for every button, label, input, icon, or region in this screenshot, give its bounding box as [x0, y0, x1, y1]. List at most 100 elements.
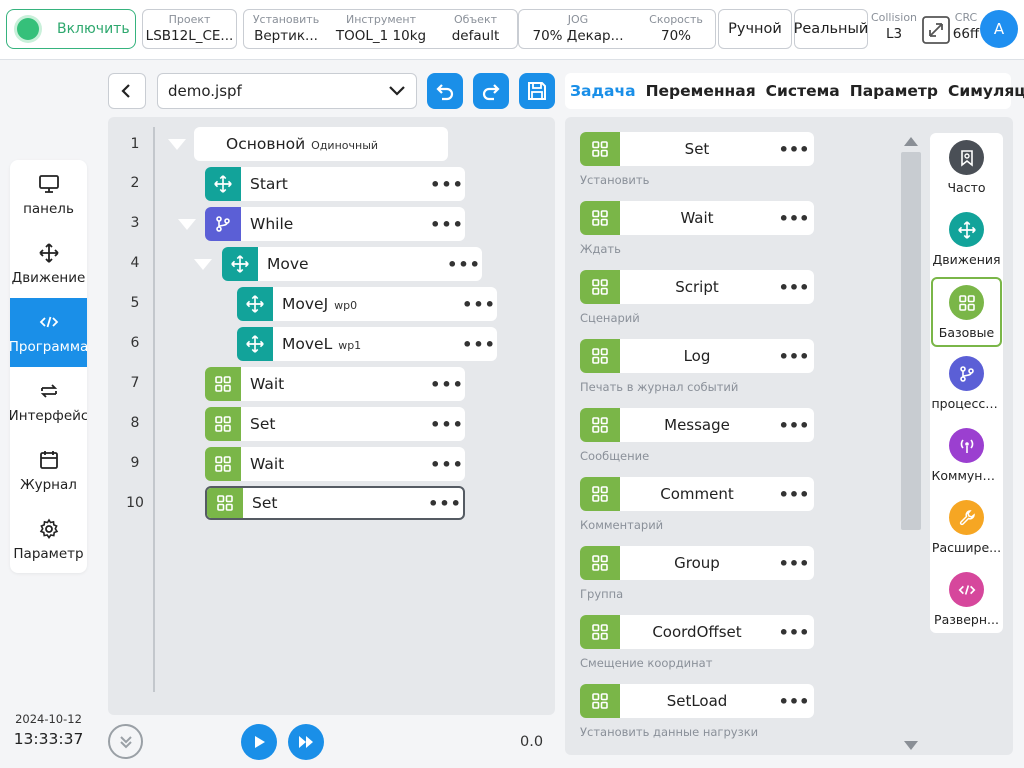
- block-name: SetLoad: [666, 692, 728, 710]
- tab-simulation[interactable]: Симуляция: [947, 82, 1024, 100]
- palette-block-log[interactable]: Log •••: [580, 339, 814, 373]
- palette-block-set[interactable]: Set •••: [580, 132, 814, 166]
- play-button[interactable]: [241, 724, 277, 760]
- category-extension[interactable]: Расшире...: [931, 494, 1002, 564]
- category-process[interactable]: процессом: [931, 350, 1002, 420]
- block-description: Комментарий: [580, 518, 664, 532]
- grid-icon: [205, 407, 241, 441]
- fullscreen-icon[interactable]: [921, 15, 951, 45]
- tool-selector[interactable]: Инструмент TOOL_1 10kg: [328, 10, 434, 48]
- file-selector[interactable]: demo.jspf: [157, 73, 417, 109]
- undo-button[interactable]: [427, 73, 463, 109]
- real-mode-button[interactable]: Реальный: [794, 9, 868, 49]
- row-number: 8: [130, 415, 140, 431]
- more-icon[interactable]: •••: [778, 691, 810, 711]
- category-label: Движения: [932, 252, 1001, 267]
- tree-node-set[interactable]: Set •••: [205, 407, 465, 441]
- tab-parameter[interactable]: Параметр: [849, 82, 938, 100]
- more-icon[interactable]: •••: [430, 414, 464, 434]
- more-icon[interactable]: •••: [462, 334, 496, 354]
- more-icon[interactable]: •••: [430, 174, 464, 194]
- more-icon[interactable]: •••: [778, 346, 810, 366]
- more-icon[interactable]: •••: [778, 208, 810, 228]
- collapse-all-button[interactable]: [108, 724, 143, 759]
- more-icon[interactable]: •••: [428, 493, 462, 513]
- jog-selector[interactable]: JOG 70% Декар...: [519, 10, 637, 48]
- row-number: 9: [130, 455, 140, 471]
- palette-block-coordoffset[interactable]: CoordOffset •••: [580, 615, 814, 649]
- tab-task[interactable]: Задача: [570, 82, 636, 100]
- redo-button[interactable]: [473, 73, 509, 109]
- more-icon[interactable]: •••: [778, 277, 810, 297]
- more-icon[interactable]: •••: [778, 415, 810, 435]
- palette-scrollbar[interactable]: [901, 152, 921, 530]
- nav-item-motion[interactable]: Движение: [10, 229, 87, 298]
- category-basic[interactable]: Базовые: [931, 277, 1002, 347]
- collapse-caret-icon[interactable]: [178, 219, 196, 230]
- manual-mode-button[interactable]: Ручной: [718, 9, 792, 49]
- movel-waypoint: wp1: [338, 339, 362, 352]
- tree-node-wait[interactable]: Wait •••: [205, 367, 465, 401]
- more-icon[interactable]: •••: [462, 294, 496, 314]
- project-selector[interactable]: Проект LSB12L_CE...: [142, 9, 237, 49]
- more-icon[interactable]: •••: [778, 484, 810, 504]
- scroll-down-icon[interactable]: [904, 741, 918, 750]
- install-value: Вертик...: [254, 28, 318, 44]
- tree-node-wait[interactable]: Wait •••: [205, 447, 465, 481]
- palette-block-setload[interactable]: SetLoad •••: [580, 684, 814, 718]
- tree-node-movej[interactable]: MoveJ wp0 •••: [237, 287, 497, 321]
- tab-variable[interactable]: Переменная: [645, 82, 756, 100]
- more-icon[interactable]: •••: [778, 622, 810, 642]
- palette-block-message[interactable]: Message •••: [580, 408, 814, 442]
- nav-item-interface[interactable]: Интерфейс: [10, 367, 87, 436]
- nav-item-program[interactable]: Программа: [10, 298, 87, 367]
- tree-node-movel[interactable]: MoveL wp1 •••: [237, 327, 497, 361]
- category-frequent[interactable]: Часто: [931, 134, 1002, 204]
- tree-node-set-selected[interactable]: Set •••: [205, 486, 465, 520]
- scroll-up-icon[interactable]: [904, 137, 918, 146]
- install-label: Установить: [252, 13, 320, 26]
- category-deploy[interactable]: Разверн...: [931, 566, 1002, 636]
- collapse-caret-icon[interactable]: [168, 139, 186, 150]
- save-button[interactable]: [519, 73, 555, 109]
- palette-block-group[interactable]: Group •••: [580, 546, 814, 580]
- nav-item-panel[interactable]: панель: [10, 160, 87, 229]
- step-forward-button[interactable]: [288, 724, 324, 760]
- more-icon[interactable]: •••: [447, 254, 481, 274]
- nav-item-settings[interactable]: Параметр: [10, 505, 87, 573]
- tree-node-start[interactable]: Start •••: [205, 167, 465, 201]
- category-communication[interactable]: Коммуни...: [931, 422, 1002, 492]
- power-indicator-icon: [17, 18, 39, 40]
- category-motion[interactable]: Движения: [931, 206, 1002, 276]
- nav-label-motion: Движение: [11, 269, 86, 286]
- set-label: Set: [252, 494, 278, 512]
- enable-button[interactable]: Включить: [6, 9, 136, 49]
- palette-block-wait[interactable]: Wait •••: [580, 201, 814, 235]
- tree-node-main[interactable]: Основной Одиночный: [194, 127, 448, 161]
- avatar[interactable]: A: [980, 10, 1018, 48]
- nav-label-settings: Параметр: [13, 545, 84, 562]
- more-icon[interactable]: •••: [430, 374, 464, 394]
- more-icon[interactable]: •••: [778, 139, 810, 159]
- move-icon: [222, 247, 258, 281]
- object-selector[interactable]: Объект default: [434, 10, 517, 48]
- row-number: 7: [130, 375, 140, 391]
- bookmark-icon: [949, 140, 984, 175]
- more-icon[interactable]: •••: [430, 214, 464, 234]
- nav-item-log[interactable]: Журнал: [10, 436, 87, 505]
- more-icon[interactable]: •••: [430, 454, 464, 474]
- back-button[interactable]: [108, 73, 146, 109]
- tab-system[interactable]: Система: [765, 82, 840, 100]
- move-icon: [949, 212, 984, 247]
- fast-forward-icon: [299, 736, 313, 748]
- chevron-left-icon: [121, 84, 130, 98]
- speed-selector[interactable]: Скорость 70%: [637, 10, 715, 48]
- grid-icon: [580, 408, 620, 442]
- more-icon[interactable]: •••: [778, 553, 810, 573]
- palette-block-comment[interactable]: Comment •••: [580, 477, 814, 511]
- palette-block-script[interactable]: Script •••: [580, 270, 814, 304]
- tree-node-while[interactable]: While •••: [205, 207, 465, 241]
- tree-node-move[interactable]: Move •••: [222, 247, 482, 281]
- collapse-caret-icon[interactable]: [194, 259, 212, 270]
- install-selector[interactable]: Установить Вертик...: [244, 10, 328, 48]
